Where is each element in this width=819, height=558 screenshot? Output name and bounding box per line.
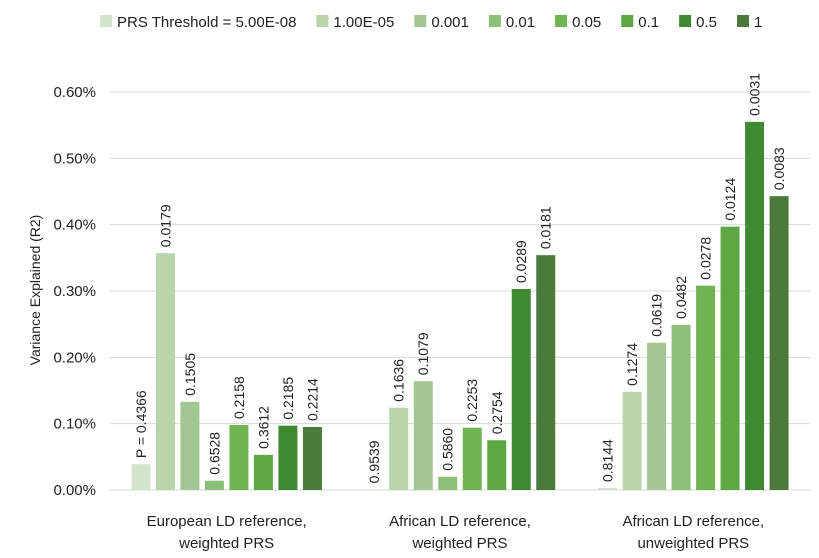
legend-label: 0.05 bbox=[572, 14, 601, 31]
legend-swatch bbox=[414, 15, 427, 27]
x-tick-label: African LD reference, bbox=[622, 513, 764, 530]
legend-swatch bbox=[621, 15, 634, 27]
bar bbox=[278, 425, 298, 490]
p-value-label: 0.8144 bbox=[600, 439, 616, 482]
legend-swatch bbox=[555, 15, 568, 27]
bar bbox=[487, 440, 507, 490]
p-value-label: 0.0278 bbox=[698, 237, 714, 280]
bar bbox=[180, 401, 200, 490]
y-tick-label: 0.60% bbox=[53, 84, 96, 101]
bar bbox=[253, 454, 273, 490]
x-tick-label: European LD reference, bbox=[147, 513, 307, 530]
bar bbox=[204, 480, 224, 490]
legend-swatch bbox=[100, 15, 112, 27]
bar bbox=[462, 427, 482, 490]
p-value-label: 0.1505 bbox=[182, 353, 198, 396]
p-value-label: 0.0083 bbox=[771, 147, 787, 190]
p-value-label: 0.0482 bbox=[673, 276, 689, 319]
p-value-label: 0.1636 bbox=[391, 359, 407, 402]
bar bbox=[769, 196, 789, 491]
p-value-label: 0.0181 bbox=[538, 206, 554, 249]
legend-label: 0.01 bbox=[506, 14, 535, 31]
p-value-label: 0.2253 bbox=[464, 379, 480, 422]
bar bbox=[598, 488, 618, 490]
bar bbox=[511, 289, 531, 490]
p-value-label: 0.1079 bbox=[415, 332, 431, 375]
p-value-label: 0.6528 bbox=[206, 432, 222, 475]
y-tick-label: 0.10% bbox=[53, 416, 96, 433]
p-value-label: 0.0179 bbox=[157, 204, 173, 247]
legend-label: PRS Threshold = 5.00E-08 bbox=[117, 14, 296, 31]
bar bbox=[622, 391, 642, 490]
legend-swatch bbox=[679, 15, 692, 27]
y-tick-label: 0.30% bbox=[53, 283, 96, 300]
x-tick-label: African LD reference, bbox=[389, 513, 531, 530]
bar bbox=[229, 424, 249, 490]
legend-swatch bbox=[488, 15, 501, 27]
p-value-label: 0.2185 bbox=[280, 377, 296, 420]
p-value-label: 0.0619 bbox=[649, 294, 665, 337]
legend-label: 1.00E-05 bbox=[333, 14, 394, 31]
legend-label: 0.1 bbox=[638, 14, 659, 31]
p-value-label: 0.1274 bbox=[624, 343, 640, 386]
legend-swatch bbox=[736, 15, 749, 27]
p-value-label: 0.2754 bbox=[489, 391, 505, 434]
bar bbox=[647, 342, 667, 490]
bar bbox=[413, 381, 433, 490]
bar bbox=[155, 253, 175, 490]
y-axis-title: Variance Explained (R2) bbox=[27, 215, 43, 366]
x-tick-label: weighted PRS bbox=[178, 535, 274, 552]
x-tick-label: weighted PRS bbox=[411, 535, 507, 552]
legend-label: 1 bbox=[754, 14, 762, 31]
p-value-label: 0.0124 bbox=[722, 178, 738, 221]
bar bbox=[745, 121, 765, 490]
bar bbox=[671, 324, 691, 490]
bar bbox=[364, 489, 384, 490]
bar bbox=[302, 426, 322, 490]
bar bbox=[720, 226, 740, 490]
legend-swatch bbox=[316, 15, 329, 27]
y-tick-label: 0.50% bbox=[53, 150, 96, 167]
y-tick-label: 0.40% bbox=[53, 217, 96, 234]
p-value-label: 0.2158 bbox=[231, 376, 247, 419]
x-tick-label: unweighted PRS bbox=[637, 535, 749, 552]
legend-label: 0.001 bbox=[431, 14, 469, 31]
p-value-label: 0.5860 bbox=[440, 428, 456, 471]
bar bbox=[696, 285, 716, 490]
p-value-label: P = 0.4366 bbox=[133, 390, 149, 458]
p-value-label: 0.0289 bbox=[513, 240, 529, 283]
bar bbox=[438, 476, 458, 490]
y-tick-label: 0.20% bbox=[53, 349, 96, 366]
bar bbox=[131, 464, 151, 490]
legend-label: 0.5 bbox=[696, 14, 717, 31]
bar bbox=[536, 255, 556, 490]
y-tick-label: 0.00% bbox=[53, 482, 96, 499]
p-value-label: 0.3612 bbox=[255, 406, 271, 449]
p-value-label: 0.9539 bbox=[366, 440, 382, 483]
p-value-label: 0.2214 bbox=[304, 378, 320, 421]
p-value-label: 0.0031 bbox=[747, 73, 763, 116]
bar bbox=[389, 407, 409, 490]
